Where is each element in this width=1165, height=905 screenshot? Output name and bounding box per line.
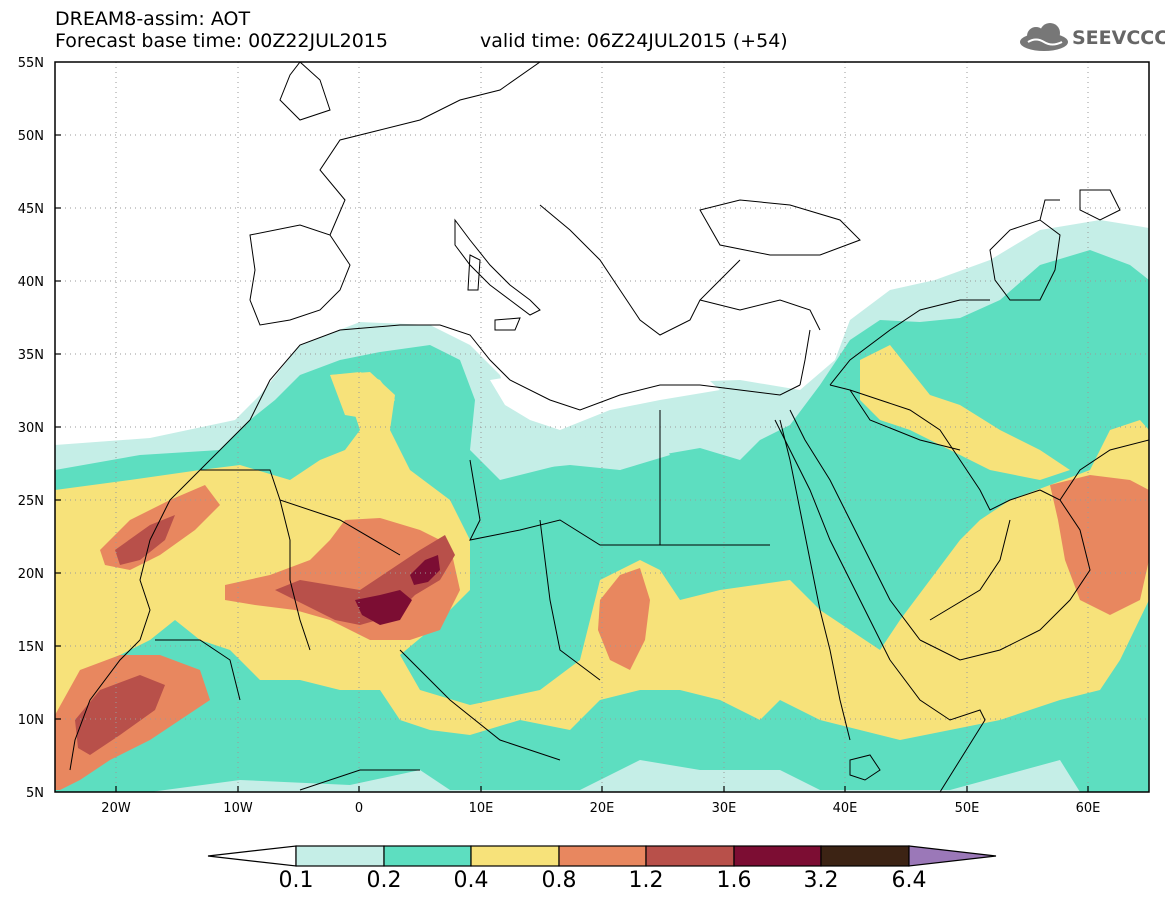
aot-band-1.2 xyxy=(75,675,165,755)
tick-marks xyxy=(55,134,1089,792)
colorbar-high-extend xyxy=(908,845,997,867)
colorbar xyxy=(207,845,997,867)
cloud-icon xyxy=(1020,23,1068,51)
colorbar-swatch xyxy=(383,845,472,867)
y-tick-label: 20N xyxy=(18,567,44,582)
x-tick-label: 10E xyxy=(469,801,494,816)
y-tick-label: 25N xyxy=(18,494,44,509)
coastlines xyxy=(69,62,1149,792)
x-tick-label: 50E xyxy=(955,801,980,816)
colorbar-swatch xyxy=(645,845,735,867)
aot-band-0.4 xyxy=(55,372,1149,780)
colorbar-label: 1.6 xyxy=(716,868,752,893)
forecast-base-time: Forecast base time: 00Z22JUL2015 xyxy=(55,30,388,52)
map-title: DREAM8-assim: AOT xyxy=(55,8,251,30)
aot-fields xyxy=(55,220,1149,792)
colorbar-label: 0.1 xyxy=(278,868,314,893)
y-tick-label: 10N xyxy=(18,713,44,728)
x-tick-label: 30E xyxy=(712,801,737,816)
graticule xyxy=(55,62,1149,792)
colorbar-swatch xyxy=(820,845,910,867)
y-tick-label: 55N xyxy=(18,56,44,71)
x-tick-labels: 20W 10W 0 10E 20E 30E 40E 50E 60E xyxy=(101,801,1100,816)
x-tick-label: 0 xyxy=(355,801,363,816)
x-tick-label: 60E xyxy=(1076,801,1101,816)
x-tick-label: 40E xyxy=(833,801,858,816)
x-tick-label: 20E xyxy=(590,801,615,816)
colorbar-swatch xyxy=(470,845,560,867)
colorbar-swatch xyxy=(558,845,647,867)
seevccc-logo xyxy=(1020,23,1068,51)
x-tick-label: 10W xyxy=(223,801,253,816)
y-tick-label: 35N xyxy=(18,348,44,363)
y-tick-label: 40N xyxy=(18,275,44,290)
colorbar-swatch xyxy=(295,845,385,867)
colorbar-low-extend xyxy=(207,845,297,867)
colorbar-label: 0.8 xyxy=(541,868,577,893)
y-tick-label: 15N xyxy=(18,640,44,655)
colorbar-label: 3.2 xyxy=(803,868,839,893)
colorbar-label: 0.2 xyxy=(366,868,402,893)
colorbar-label: 1.2 xyxy=(628,868,664,893)
colorbar-label: 6.4 xyxy=(891,868,927,893)
y-tick-label: 5N xyxy=(26,786,44,801)
x-tick-label: 20W xyxy=(101,801,131,816)
colorbar-label: 0.4 xyxy=(453,868,489,893)
y-tick-labels: 55N 50N 45N 40N 35N 30N 25N 20N 15N 10N … xyxy=(18,56,44,801)
aot-band-1.6 xyxy=(355,590,412,625)
valid-time: valid time: 06Z24JUL2015 (+54) xyxy=(480,30,788,52)
y-tick-label: 45N xyxy=(18,202,44,217)
y-tick-label: 30N xyxy=(18,421,44,436)
y-tick-label: 50N xyxy=(18,129,44,144)
colorbar-swatch xyxy=(733,845,822,867)
logo-text: SEEVCCC xyxy=(1072,27,1165,49)
